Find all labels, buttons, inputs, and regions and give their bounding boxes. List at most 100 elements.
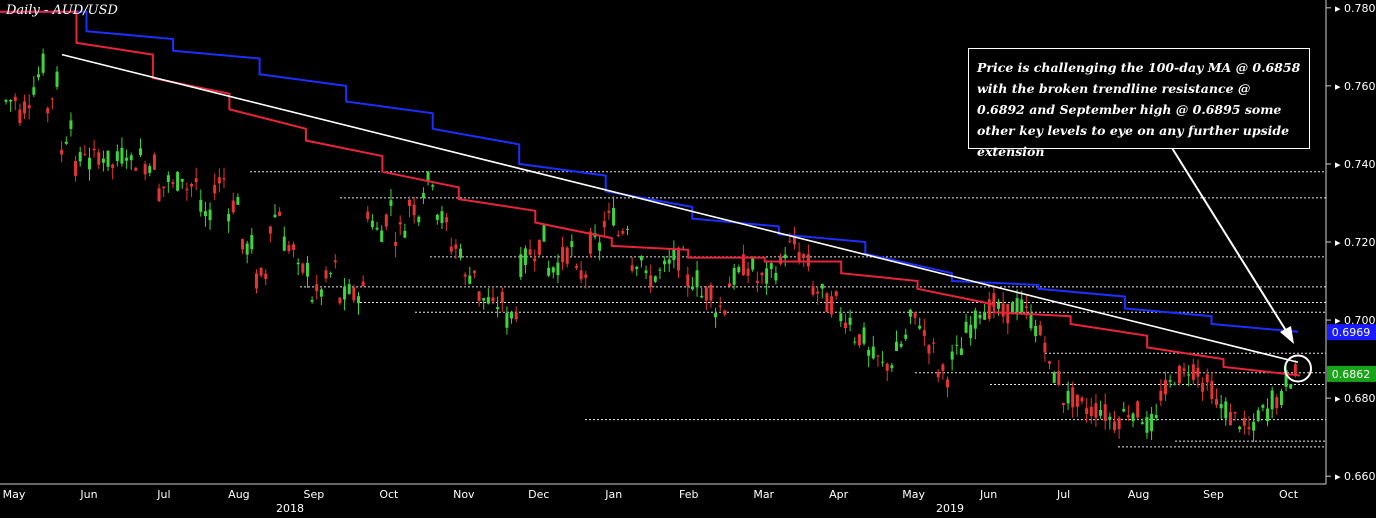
candle-body: [333, 260, 337, 263]
candle-body: [1075, 394, 1079, 407]
candle-body: [496, 307, 500, 310]
candle-body: [1080, 397, 1084, 402]
x-month-label: Mar: [753, 488, 774, 501]
candle-body: [1168, 380, 1172, 382]
candle-body: [459, 248, 463, 258]
candle-body: [1279, 390, 1283, 405]
candle-body: [18, 109, 22, 124]
candle-body: [1154, 415, 1158, 419]
candle-body: [97, 152, 101, 165]
y-tick-label: ▸ 0.6600: [1335, 470, 1376, 483]
candle-body: [1048, 361, 1052, 364]
candle-body: [959, 348, 963, 355]
candle-body: [584, 274, 588, 278]
candle-body: [1038, 325, 1042, 336]
candle-body: [185, 188, 189, 191]
x-month-label: Jul: [1056, 488, 1070, 501]
candle-body: [245, 243, 249, 255]
candle-body: [287, 245, 291, 252]
candle-body: [9, 100, 13, 102]
candle-body: [389, 200, 393, 206]
candle-body: [171, 182, 175, 185]
candle-body: [519, 254, 523, 278]
candle-body: [472, 270, 476, 274]
candle-body: [176, 171, 180, 191]
candle-body: [751, 258, 755, 270]
x-year-label: 2018: [276, 502, 304, 514]
candle-body: [491, 297, 495, 302]
candle-body: [918, 325, 922, 329]
candle-body: [486, 297, 490, 304]
candle-body: [607, 210, 611, 213]
candle-body: [217, 177, 221, 184]
candle-body: [1238, 426, 1242, 430]
chart-title: Daily - AUD/USD: [6, 3, 118, 18]
candle-body: [779, 256, 783, 264]
candle-body: [881, 361, 885, 363]
candle-body: [315, 284, 319, 292]
candle-body: [166, 175, 170, 182]
candle-body: [268, 226, 272, 234]
candle-body: [273, 214, 277, 218]
candle-body: [1099, 409, 1103, 416]
x-month-label: Apr: [829, 488, 849, 501]
candle-body: [254, 273, 258, 289]
candle-body: [1108, 416, 1112, 420]
candle-body: [625, 228, 629, 230]
candle-body: [755, 280, 759, 284]
candle-body: [468, 275, 472, 284]
candle-body: [1266, 408, 1270, 422]
candle-body: [366, 211, 370, 219]
candle-body: [941, 364, 945, 371]
candle-body: [463, 274, 467, 277]
candle-body: [1159, 390, 1163, 401]
candle-body: [663, 260, 667, 265]
x-month-label: Jun: [79, 488, 97, 501]
x-month-label: Nov: [453, 488, 475, 501]
y-tick-label: ▸ 0.6800: [1335, 392, 1376, 405]
candle-body: [695, 270, 699, 288]
candle-body: [241, 239, 245, 250]
candle-body: [1150, 413, 1154, 432]
candle-body: [579, 270, 583, 280]
price-label-box: [1327, 365, 1376, 382]
candle-body: [677, 247, 681, 271]
candle-body: [87, 157, 91, 170]
ma-100-line: [0, 10, 1301, 377]
candle-body: [602, 221, 606, 228]
candle-body: [1103, 404, 1107, 421]
candle-body: [1015, 298, 1019, 313]
candle-body: [236, 197, 240, 205]
y-tick-label: ▸ 0.7600: [1335, 80, 1376, 93]
candle-body: [92, 148, 96, 151]
candle-body: [1196, 367, 1200, 377]
candle-body: [598, 242, 602, 251]
y-tick-label: ▸ 0.7200: [1335, 236, 1376, 249]
candle-body: [1145, 417, 1149, 433]
annotation-box: Price is challenging the 100-day MA @ 0.…: [968, 48, 1310, 159]
candle-body: [398, 222, 402, 225]
candle-body: [792, 236, 796, 245]
candle-body: [714, 312, 718, 318]
candle-body: [848, 317, 852, 325]
candle-body: [1228, 411, 1232, 426]
candle-body: [542, 225, 546, 242]
candle-body: [41, 53, 45, 73]
candle-body: [417, 216, 421, 223]
candle-body: [737, 267, 741, 273]
candle-body: [324, 270, 328, 279]
candle-body: [514, 312, 518, 320]
candle-body: [537, 239, 541, 255]
candle-body: [922, 330, 926, 336]
candle-body: [1289, 384, 1293, 389]
candle-body: [1126, 415, 1130, 418]
candle-body: [973, 310, 977, 329]
candle-body: [612, 207, 616, 226]
candle-body: [55, 71, 59, 87]
candle-body: [528, 249, 532, 255]
candle-body: [36, 74, 40, 78]
candle-body: [718, 305, 722, 307]
candle-body: [180, 178, 184, 182]
candle-body: [1140, 422, 1144, 424]
